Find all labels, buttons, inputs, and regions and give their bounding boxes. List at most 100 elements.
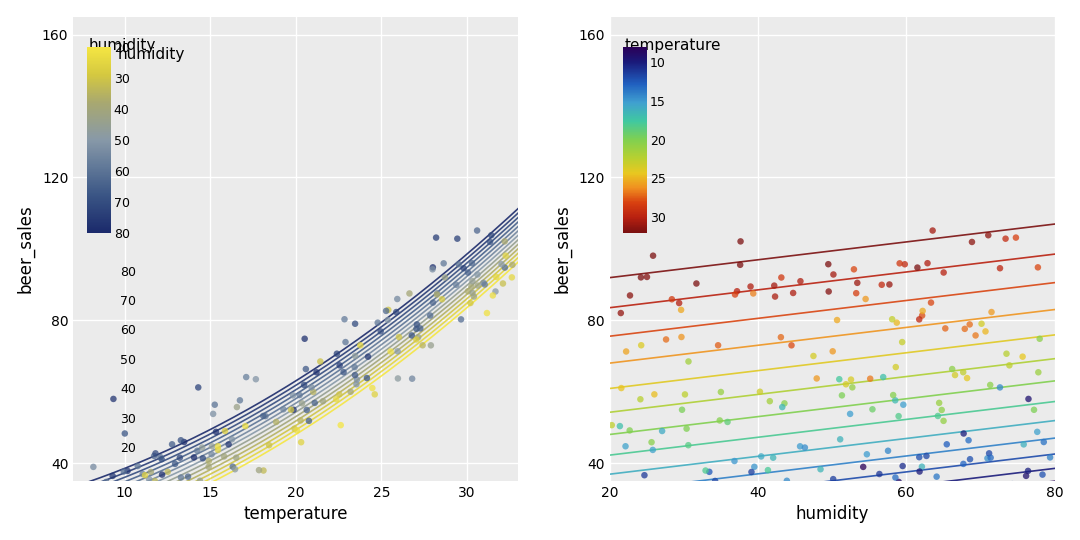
- Point: [914, 462, 931, 471]
- Point: [617, 442, 634, 450]
- Point: [146, 477, 163, 485]
- Point: [632, 273, 649, 282]
- Point: [346, 363, 363, 372]
- Point: [424, 263, 442, 272]
- Point: [159, 468, 176, 476]
- Point: [1020, 467, 1037, 475]
- Point: [1020, 395, 1037, 403]
- Point: [752, 387, 769, 396]
- Point: [939, 440, 956, 449]
- Point: [967, 331, 984, 340]
- Point: [382, 347, 400, 356]
- Point: [824, 347, 841, 356]
- Point: [163, 440, 180, 449]
- Point: [172, 454, 189, 462]
- Point: [478, 309, 496, 318]
- Point: [335, 368, 352, 376]
- Point: [1041, 453, 1058, 462]
- Point: [775, 399, 793, 408]
- Point: [380, 306, 397, 314]
- Point: [459, 287, 476, 295]
- Point: [961, 320, 978, 329]
- Point: [726, 457, 743, 465]
- Point: [292, 416, 309, 425]
- Point: [908, 263, 926, 272]
- Point: [1028, 428, 1045, 436]
- Point: [673, 306, 690, 314]
- Point: [463, 282, 481, 291]
- Point: [878, 537, 895, 540]
- Point: [887, 396, 904, 404]
- Point: [200, 457, 217, 465]
- Point: [946, 371, 963, 380]
- Point: [779, 476, 796, 485]
- Point: [621, 426, 638, 435]
- Point: [255, 411, 272, 420]
- Point: [297, 364, 314, 373]
- Point: [224, 435, 241, 444]
- Point: [1001, 361, 1018, 370]
- Point: [84, 463, 102, 471]
- Point: [873, 280, 890, 289]
- Point: [463, 259, 481, 267]
- Point: [189, 447, 206, 455]
- Point: [697, 466, 714, 475]
- Point: [918, 451, 935, 460]
- Point: [890, 412, 907, 421]
- Point: [864, 405, 881, 414]
- Point: [408, 325, 426, 333]
- Point: [1014, 352, 1031, 361]
- Point: [81, 528, 98, 536]
- Point: [208, 500, 226, 508]
- Point: [389, 295, 406, 303]
- Point: [846, 265, 863, 274]
- Point: [134, 470, 151, 478]
- Point: [147, 449, 164, 458]
- Point: [173, 473, 190, 482]
- Point: [153, 470, 171, 479]
- Point: [845, 529, 862, 538]
- Point: [76, 537, 93, 540]
- Point: [179, 472, 197, 481]
- Point: [293, 438, 310, 447]
- Point: [674, 406, 691, 414]
- Point: [93, 488, 110, 496]
- Point: [403, 331, 420, 340]
- Point: [260, 441, 278, 449]
- Point: [231, 396, 248, 404]
- Point: [744, 289, 761, 298]
- Point: [688, 279, 705, 288]
- Point: [73, 529, 91, 538]
- Point: [1015, 440, 1032, 449]
- Point: [312, 357, 329, 366]
- Point: [118, 507, 135, 516]
- Point: [645, 251, 662, 260]
- Point: [881, 280, 899, 289]
- Point: [611, 422, 629, 430]
- Point: [732, 237, 750, 246]
- Point: [646, 519, 663, 528]
- Point: [268, 417, 285, 426]
- Point: [435, 259, 453, 268]
- Point: [721, 485, 739, 494]
- Point: [706, 477, 724, 485]
- Point: [890, 477, 907, 486]
- Point: [624, 521, 642, 529]
- Point: [143, 468, 160, 476]
- Point: [936, 324, 954, 333]
- Point: [870, 470, 888, 478]
- X-axis label: temperature: temperature: [243, 505, 348, 523]
- Point: [404, 374, 421, 383]
- Point: [91, 519, 108, 528]
- Point: [216, 427, 233, 435]
- Point: [116, 467, 133, 476]
- Point: [136, 471, 153, 480]
- Point: [191, 476, 208, 485]
- Point: [496, 263, 513, 272]
- Point: [1003, 480, 1021, 489]
- Point: [238, 373, 255, 381]
- Point: [194, 454, 212, 463]
- Point: [291, 391, 308, 400]
- Point: [146, 451, 163, 460]
- Point: [503, 260, 521, 269]
